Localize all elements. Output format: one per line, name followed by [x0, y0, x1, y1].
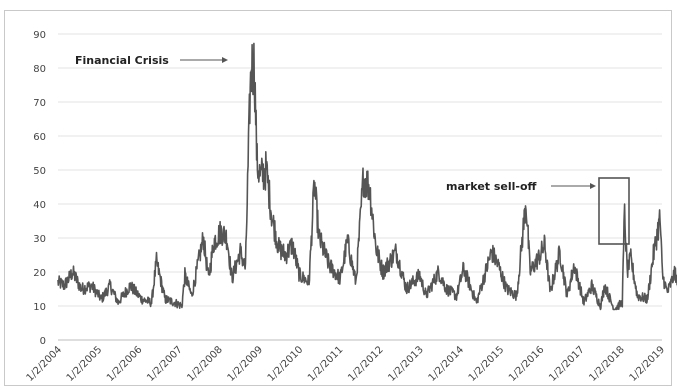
- market-sell-off-label: market sell-off: [446, 180, 537, 193]
- market-sell-off-box: [598, 177, 630, 245]
- market-sell-off-arrowhead: [590, 183, 596, 189]
- x-tick-label: 1/2/2010: [266, 344, 306, 384]
- y-axis-ticks: 0 10 20 30 40 50 60 70 80 90: [33, 30, 46, 347]
- y-tick-label: 80: [33, 64, 46, 75]
- gridlines: [58, 33, 662, 341]
- x-tick-label: 1/2/2007: [145, 344, 185, 384]
- y-tick-label: 30: [33, 234, 46, 245]
- x-tick-label: 1/2/2017: [547, 344, 587, 384]
- chart-frame: [4, 10, 672, 386]
- financial-crisis-arrowhead: [222, 57, 228, 63]
- x-tick-label: 1/2/2004: [25, 344, 65, 384]
- y-tick-label: 20: [33, 268, 46, 279]
- x-tick-label: 1/2/2013: [386, 344, 426, 384]
- x-tick-label: 1/2/2018: [587, 344, 627, 384]
- y-tick-label: 70: [33, 98, 46, 109]
- financial-crisis-label: Financial Crisis: [75, 54, 169, 67]
- annotations: Financial Crisis market sell-off: [75, 54, 630, 245]
- x-tick-label: 1/2/2009: [226, 344, 266, 384]
- x-axis-ticks: 1/2/2004 1/2/2005 1/2/2006 1/2/2007 1/2/2008…: [25, 344, 668, 384]
- vix-series-line: [57, 42, 677, 311]
- x-tick-label: 1/2/2014: [427, 344, 467, 384]
- x-tick-label: 1/2/2015: [467, 344, 507, 384]
- x-tick-label: 1/2/2006: [105, 344, 145, 384]
- y-tick-label: 40: [33, 200, 46, 211]
- x-tick-label: 1/2/2019: [628, 344, 668, 384]
- x-tick-label: 1/2/2008: [185, 344, 225, 384]
- x-tick-label: 1/2/2011: [306, 344, 346, 384]
- x-tick-label: 1/2/2005: [65, 344, 105, 384]
- y-tick-label: 0: [40, 336, 46, 347]
- x-tick-label: 1/2/2012: [346, 344, 386, 384]
- y-tick-label: 90: [33, 30, 46, 41]
- y-tick-label: 50: [33, 166, 46, 177]
- x-tick-label: 1/2/2016: [507, 344, 547, 384]
- y-tick-label: 10: [33, 302, 46, 313]
- y-tick-label: 60: [33, 132, 46, 143]
